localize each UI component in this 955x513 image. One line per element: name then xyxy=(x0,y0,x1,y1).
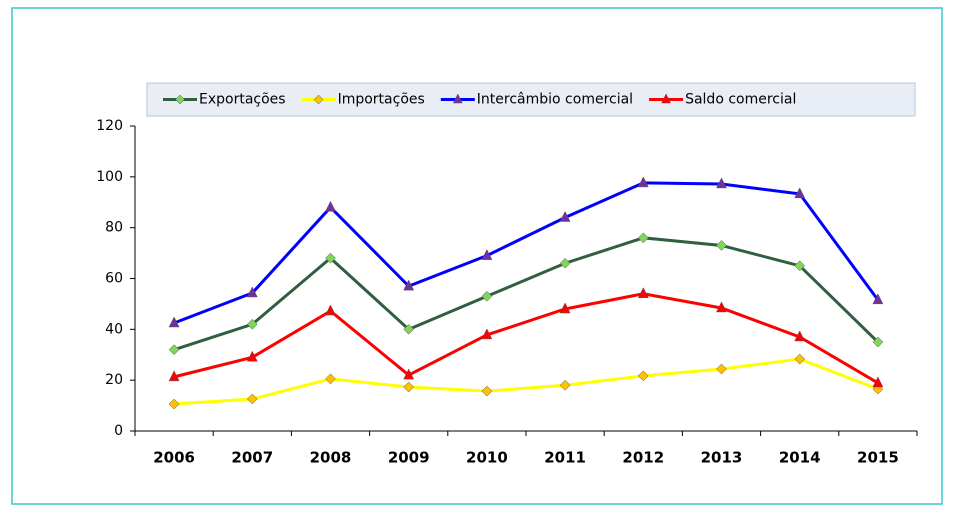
x-tick-label: 2010 xyxy=(466,449,508,467)
x-tick-label: 2013 xyxy=(701,449,743,467)
marker xyxy=(716,177,727,189)
y-tick-label: 100 xyxy=(96,169,123,185)
marker xyxy=(246,318,258,330)
y-tick-label: 120 xyxy=(96,118,123,134)
marker xyxy=(452,93,463,104)
legend-label: Exportações xyxy=(199,92,286,108)
marker xyxy=(403,279,415,291)
x-tick-label: 2009 xyxy=(388,449,430,467)
marker xyxy=(481,385,493,397)
series-line xyxy=(173,236,879,352)
x-tick-label: 2007 xyxy=(231,449,273,467)
x-tick-label: 2015 xyxy=(857,449,899,467)
marker xyxy=(637,287,649,298)
marker xyxy=(716,363,727,375)
legend-label: Intercâmbio comercial xyxy=(477,92,633,108)
marker xyxy=(168,344,180,356)
marker xyxy=(794,330,806,342)
marker xyxy=(716,240,727,251)
marker xyxy=(325,252,336,264)
marker xyxy=(559,257,571,269)
marker xyxy=(325,373,336,385)
marker xyxy=(168,370,180,382)
legend: Exportações Importações Intercâmbio comerc… xyxy=(163,92,796,108)
marker xyxy=(794,353,806,365)
series-line xyxy=(174,357,879,406)
marker xyxy=(794,187,806,199)
marker xyxy=(872,336,884,348)
marker xyxy=(175,94,185,105)
marker xyxy=(168,398,180,410)
marker xyxy=(403,368,415,380)
marker xyxy=(637,176,649,188)
series-line xyxy=(173,292,879,385)
marker xyxy=(313,94,324,105)
marker xyxy=(794,260,806,272)
marker xyxy=(661,93,671,104)
marker xyxy=(559,302,571,314)
legend-label: Saldo comercial xyxy=(685,92,796,108)
marker xyxy=(637,232,649,244)
x-tick-label: 2008 xyxy=(310,449,352,467)
marker xyxy=(637,370,649,382)
marker xyxy=(246,286,258,298)
legend-label: Importações xyxy=(338,92,425,108)
y-tick-label: 60 xyxy=(105,271,123,287)
marker xyxy=(872,293,884,305)
y-tick-label: 80 xyxy=(105,220,123,236)
marker xyxy=(481,249,493,260)
marker xyxy=(168,316,180,328)
marker xyxy=(481,290,493,302)
marker xyxy=(559,379,571,391)
marker xyxy=(246,350,258,362)
marker xyxy=(481,328,493,340)
legend-box xyxy=(146,82,916,117)
x-tick-label: 2006 xyxy=(153,449,195,467)
y-tick-label: 0 xyxy=(114,423,123,439)
x-tick-label: 2011 xyxy=(544,449,586,467)
marker xyxy=(559,210,571,222)
x-tick-label: 2014 xyxy=(779,449,821,467)
marker xyxy=(325,200,336,212)
marker xyxy=(246,393,258,405)
series-line xyxy=(173,181,880,325)
frame xyxy=(11,7,943,505)
x-tick-label: 2012 xyxy=(622,449,664,467)
marker xyxy=(403,381,415,393)
y-tick-label: 20 xyxy=(105,372,123,388)
marker xyxy=(403,323,415,335)
y-tick-label: 40 xyxy=(105,321,123,337)
marker xyxy=(325,304,336,316)
marker xyxy=(716,301,727,313)
marker xyxy=(872,376,884,388)
